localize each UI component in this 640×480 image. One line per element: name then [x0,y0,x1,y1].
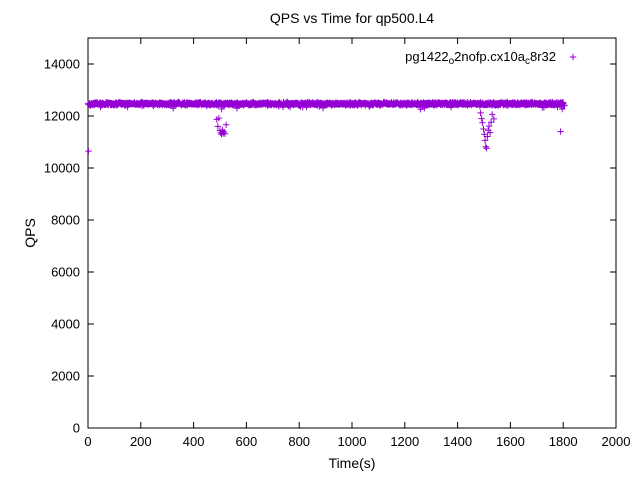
y-tick-label: 4000 [51,317,80,332]
x-axis-label: Time(s) [328,455,376,471]
y-tick-label: 0 [73,421,80,436]
x-tick-label: 600 [236,434,258,449]
x-tick-label: 1600 [496,434,525,449]
scatter-points [84,98,568,155]
y-tick-label: 14000 [44,57,80,72]
x-tick-label: 1000 [338,434,367,449]
plot-border [87,37,617,429]
x-tick-label: 200 [130,434,152,449]
tick-marks [87,38,617,429]
y-tick-label: 8000 [51,213,80,228]
y-tick-label: 2000 [51,369,80,384]
x-tick-label: 400 [183,434,205,449]
y-tick-label: 12000 [44,109,80,124]
y-tick-label: 10000 [44,161,80,176]
legend-marker [569,53,577,61]
x-tick-label: 1800 [549,434,578,449]
y-tick-label: 6000 [51,265,80,280]
legend-label: pg1422o2nofp.cx10ac8r32 [405,49,556,67]
x-tick-labels: 0 200 400 600 800 1000 1200 1400 1600 1800 2000 [84,434,630,449]
y-tick-labels: 0 2000 4000 6000 8000 10000 12000 14000 [44,57,80,436]
x-tick-label: 800 [288,434,310,449]
x-tick-label: 2000 [602,434,631,449]
chart-title: QPS vs Time for qp500.L4 [269,10,435,26]
x-tick-label: 0 [84,434,91,449]
x-tick-label: 1200 [390,434,419,449]
x-tick-label: 1400 [443,434,472,449]
legend: pg1422o2nofp.cx10ac8r32 [405,49,577,67]
